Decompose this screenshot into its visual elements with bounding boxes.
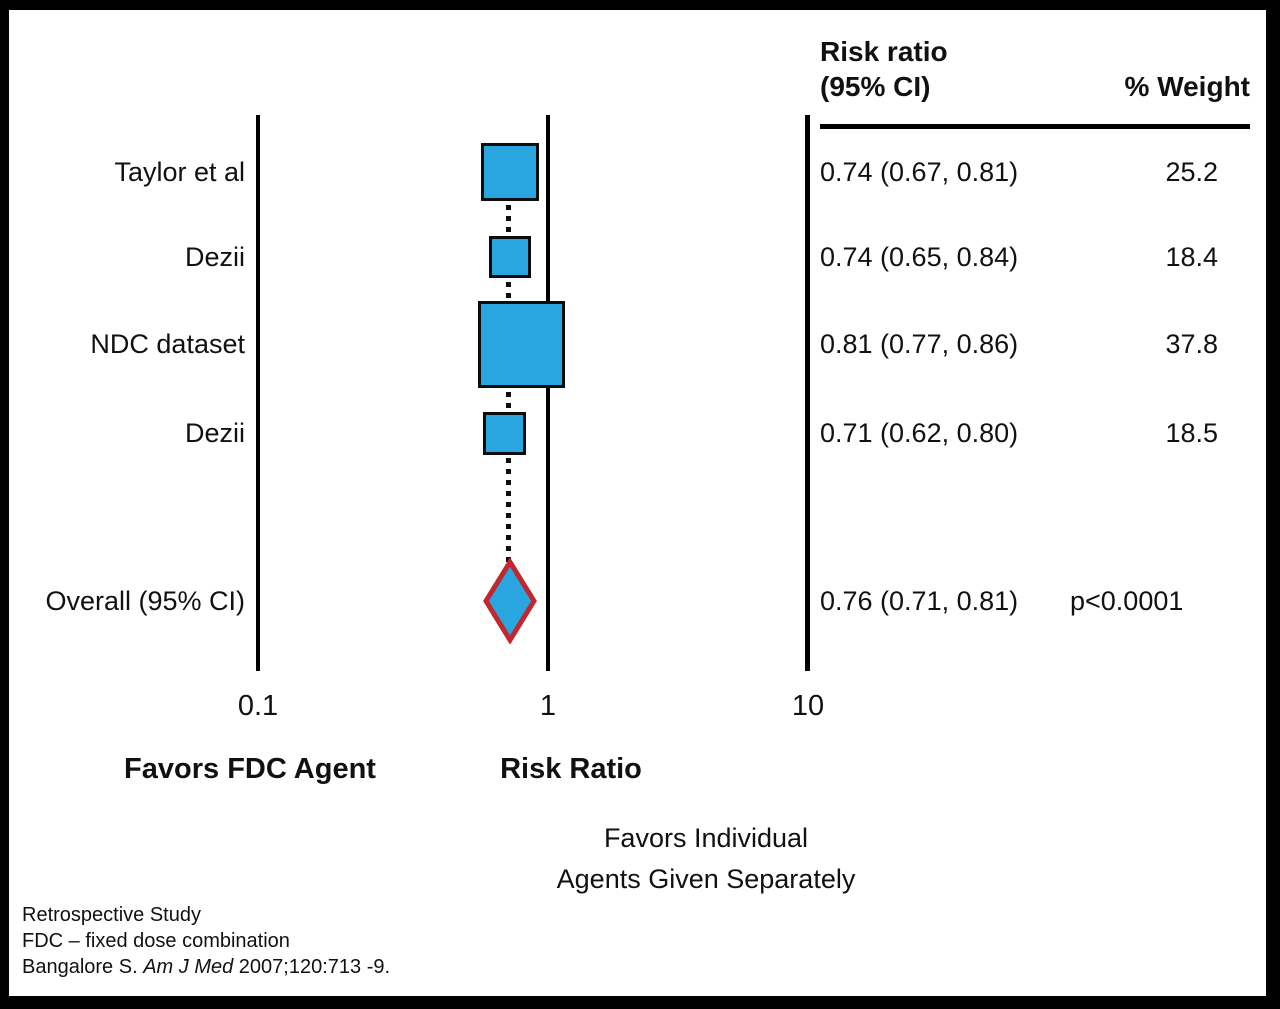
plot-background <box>9 10 1266 996</box>
weight-cell: 37.8 <box>1165 329 1218 359</box>
overall-p-value: p<0.0001 <box>1070 586 1184 616</box>
table-row: 0.81 (0.77, 0.86) 37.8 <box>820 327 1250 361</box>
citation-journal: Am J Med <box>143 956 234 978</box>
favors-right-caption: Favors Individual Agents Given Separatel… <box>506 818 906 900</box>
column-header-risk-ratio-line2: (95% CI) <box>820 71 931 102</box>
favors-right-line1: Favors Individual <box>603 823 809 853</box>
weight-cell: 25.2 <box>1165 157 1218 187</box>
citation-suffix: 2007;120:713 -9. <box>233 956 391 978</box>
footnote-study-type: Retrospective Study <box>22 904 201 926</box>
table-header-rule <box>820 124 1250 129</box>
estimate-cell: 0.74 (0.65, 0.84) <box>820 242 1019 272</box>
tick-label-0-1: 0.1 <box>237 690 279 722</box>
study-label: Dezii <box>184 242 245 272</box>
overall-estimate: 0.76 (0.71, 0.81) <box>820 586 1019 616</box>
tick-label-1: 1 <box>539 690 557 722</box>
axis-line-10 <box>805 115 810 671</box>
axis-title: Risk Ratio <box>500 753 642 785</box>
axis-line-1 <box>546 115 550 671</box>
study-square <box>481 143 540 201</box>
weight-cell: 18.4 <box>1165 242 1218 272</box>
study-label: Dezii <box>184 418 245 448</box>
weight-cell: 18.5 <box>1165 418 1218 448</box>
overall-row: 0.76 (0.71, 0.81) p<0.0001 <box>820 584 1250 618</box>
estimate-cell: 0.81 (0.77, 0.86) <box>820 329 1019 359</box>
overall-label: Overall (95% CI) <box>45 586 245 616</box>
study-label: NDC dataset <box>90 329 245 359</box>
overall-diamond <box>483 558 537 644</box>
column-header-risk-ratio: Risk ratio (95% CI) <box>820 34 948 104</box>
favors-right-line2: Agents Given Separately <box>556 864 856 894</box>
column-header-risk-ratio-line1: Risk ratio <box>820 36 948 67</box>
table-row: 0.71 (0.62, 0.80) 18.5 <box>820 416 1250 450</box>
study-label: Taylor et al <box>114 157 245 187</box>
tick-label-10: 10 <box>791 690 825 722</box>
axis-line-0-1 <box>256 115 260 671</box>
study-square <box>489 236 532 278</box>
footnote-abbreviation: FDC – fixed dose combination <box>22 930 290 952</box>
footnote-citation: Bangalore S. Am J Med 2007;120:713 -9. <box>22 954 390 980</box>
estimate-cell: 0.71 (0.62, 0.80) <box>820 418 1019 448</box>
footnotes: Retrospective Study FDC – fixed dose com… <box>22 902 390 980</box>
citation-prefix: Bangalore S. <box>22 956 144 978</box>
study-square <box>483 411 527 455</box>
study-square <box>477 300 565 388</box>
estimate-cell: 0.74 (0.67, 0.81) <box>820 157 1019 187</box>
column-header-weight: % Weight <box>1124 71 1250 102</box>
favors-left-caption: Favors FDC Agent <box>124 753 376 785</box>
table-row: 0.74 (0.65, 0.84) 18.4 <box>820 240 1250 274</box>
table-row: 0.74 (0.67, 0.81) 25.2 <box>820 155 1250 189</box>
